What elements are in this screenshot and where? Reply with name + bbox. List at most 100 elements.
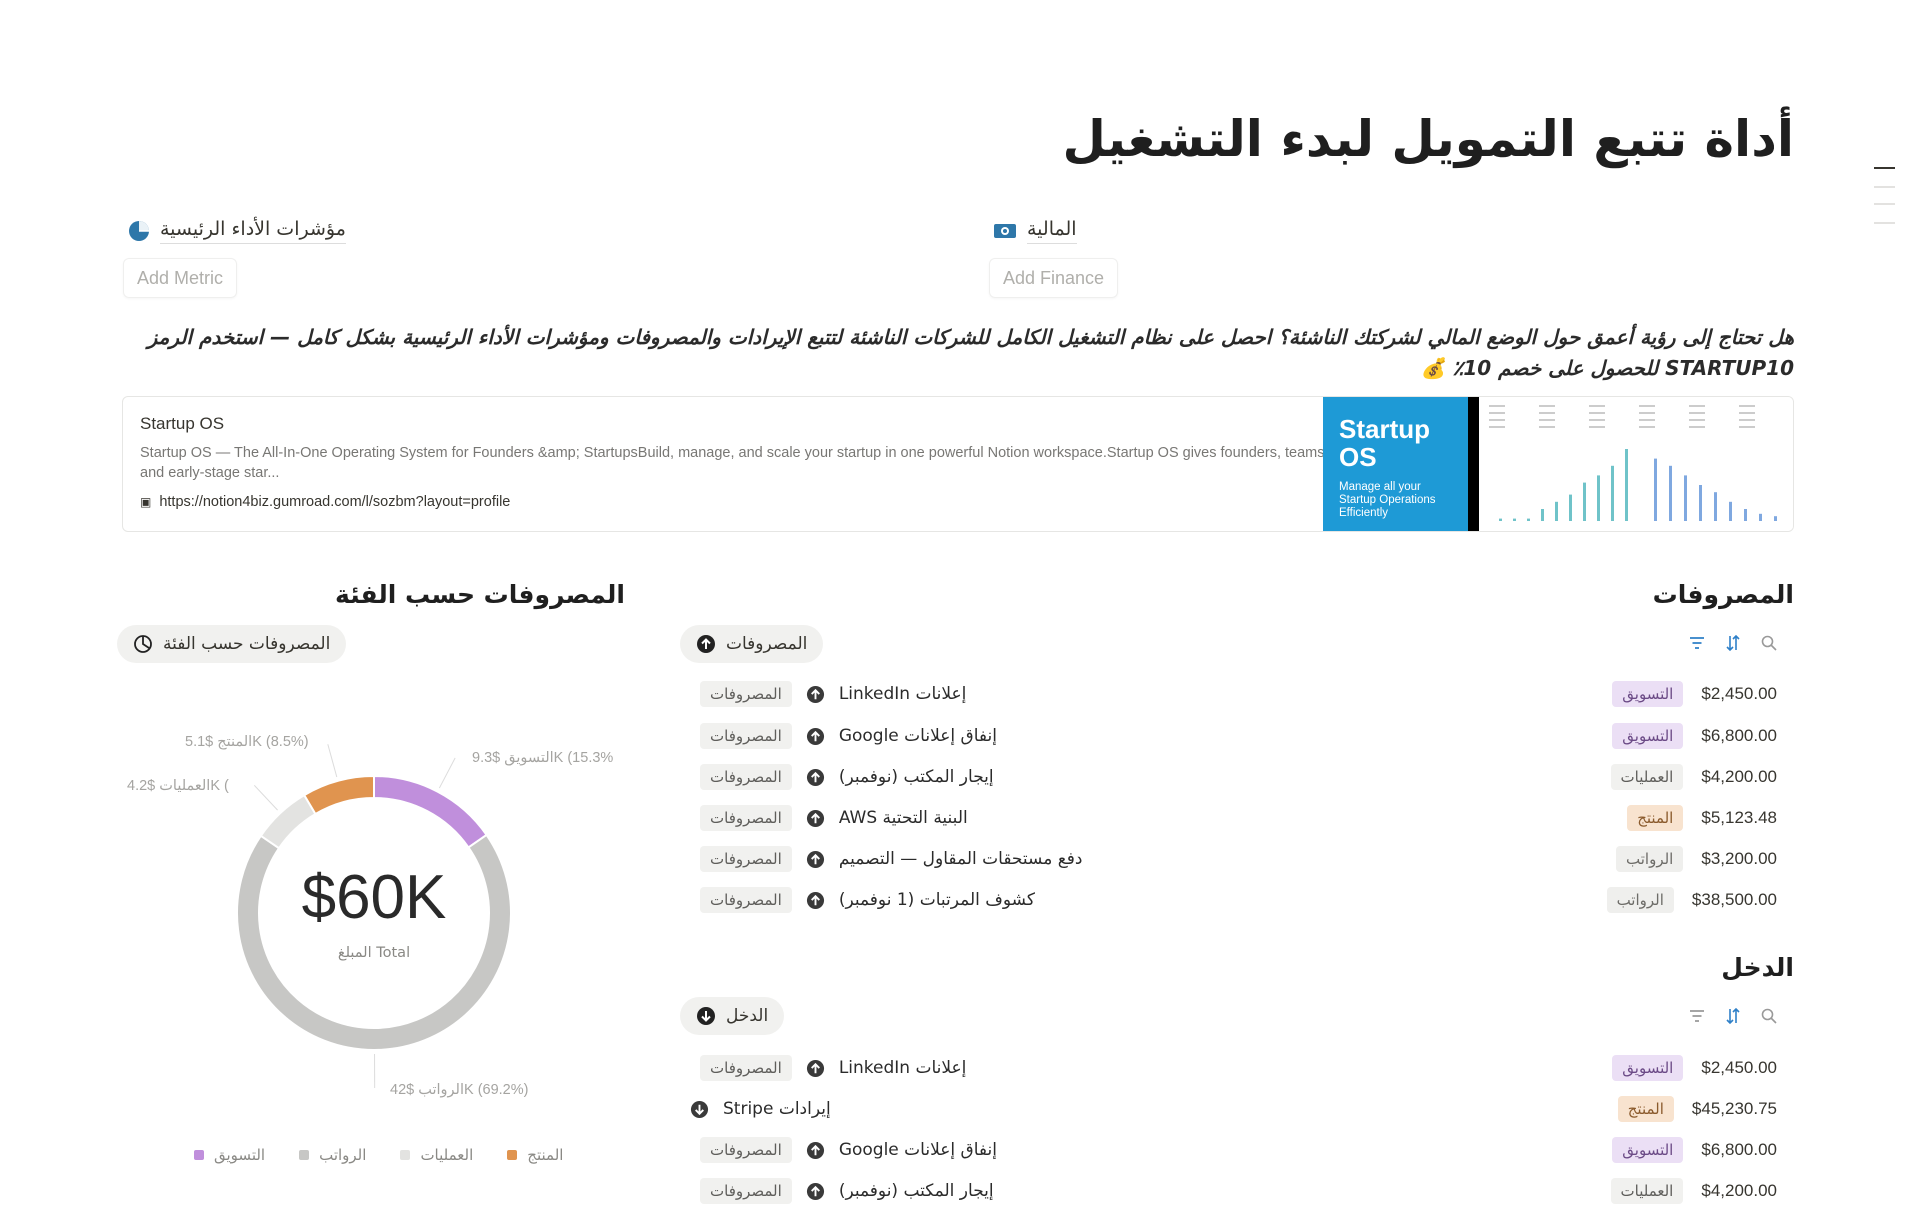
item-name[interactable]: كشوف المرتبات (1 نوفمبر) bbox=[839, 890, 1035, 910]
legend-item[interactable]: التسويق bbox=[194, 1146, 265, 1164]
amount: $3,200.00 bbox=[1701, 849, 1777, 869]
amount: $5,123.48 bbox=[1701, 808, 1777, 828]
thumb-subtitle: Manage all your Startup Operations Effic… bbox=[1339, 481, 1452, 520]
legend-swatch bbox=[400, 1150, 410, 1160]
legend-swatch bbox=[507, 1150, 517, 1160]
income-view-tab[interactable]: الدخل bbox=[680, 997, 784, 1035]
search-icon[interactable] bbox=[1760, 634, 1778, 652]
expenses-view-tab[interactable]: المصروفات bbox=[680, 625, 823, 663]
item-name[interactable]: إعلانات LinkedIn bbox=[839, 1058, 967, 1078]
chart-legend: التسويق الرواتب العمليات المنتج bbox=[194, 1146, 563, 1164]
thumb-bar bbox=[1759, 514, 1762, 521]
category-tag: المنتج bbox=[1618, 1096, 1674, 1122]
category-tag: العمليات bbox=[1611, 764, 1684, 790]
arrow-up-circle-icon bbox=[806, 768, 825, 787]
bookmark-card[interactable]: Startup OS Startup OS — The All-In-One O… bbox=[122, 396, 1794, 532]
type-tag: المصروفات bbox=[700, 764, 792, 790]
amount: $2,450.00 bbox=[1701, 684, 1777, 704]
chart-view-tab[interactable]: المصروفات حسب الفئة bbox=[117, 625, 346, 663]
type-tag: المصروفات bbox=[700, 805, 792, 831]
donut-slice[interactable] bbox=[304, 776, 374, 814]
item-name[interactable]: إيرادات Stripe bbox=[723, 1099, 831, 1119]
thumb-bar bbox=[1684, 475, 1687, 521]
filter-icon[interactable] bbox=[1688, 634, 1706, 652]
expenses-view-label: المصروفات bbox=[726, 634, 807, 654]
promo-text: هل تحتاج إلى رؤية أعمق حول الوضع المالي … bbox=[128, 322, 1794, 384]
item-name[interactable]: البنية التحتية AWS bbox=[839, 808, 968, 828]
legend-item[interactable]: العمليات bbox=[400, 1146, 473, 1164]
bookmark-thumbnail: Startup OS Manage all your Startup Operat… bbox=[1323, 397, 1794, 532]
link-kpi[interactable]: مؤشرات الأداء الرئيسية bbox=[128, 218, 346, 244]
donut-slice[interactable] bbox=[374, 776, 487, 847]
link-kpi-label[interactable]: مؤشرات الأداء الرئيسية bbox=[160, 218, 346, 244]
type-tag: المصروفات bbox=[700, 1137, 792, 1163]
toc-line[interactable] bbox=[1874, 167, 1895, 169]
legend-label: العمليات bbox=[420, 1146, 473, 1164]
amount: $45,230.75 bbox=[1692, 1099, 1777, 1119]
arrow-up-circle-icon bbox=[806, 1141, 825, 1160]
item-name[interactable]: دفع مستحقات المقاول — التصميم bbox=[839, 849, 1083, 869]
money-icon bbox=[993, 222, 1017, 240]
item-name[interactable]: إعلانات LinkedIn bbox=[839, 684, 967, 704]
thumb-bar bbox=[1513, 519, 1516, 521]
item-name[interactable]: إنفاق إعلانات Google bbox=[839, 726, 997, 746]
list-item[interactable]: إيرادات Stripe المنتج $45,230.75 bbox=[690, 1092, 1777, 1126]
add-metric-button[interactable]: Add Metric bbox=[123, 258, 237, 298]
thumb-bar bbox=[1499, 519, 1502, 521]
thumb-screenshot bbox=[1479, 397, 1794, 532]
filter-icon[interactable] bbox=[1688, 1007, 1706, 1025]
item-name[interactable]: إيجار المكتب (نوفمبر) bbox=[839, 1181, 994, 1201]
thumb-bar bbox=[1714, 492, 1717, 521]
donut-slice[interactable] bbox=[261, 795, 316, 848]
arrow-up-circle-icon bbox=[806, 1182, 825, 1201]
expenses-toolbar bbox=[1688, 634, 1778, 652]
type-tag: المصروفات bbox=[700, 846, 792, 872]
amount: $38,500.00 bbox=[1692, 890, 1777, 910]
bookmark-title: Startup OS bbox=[140, 414, 224, 434]
legend-item[interactable]: الرواتب bbox=[299, 1146, 366, 1164]
search-icon[interactable] bbox=[1760, 1007, 1778, 1025]
sort-icon[interactable] bbox=[1724, 1007, 1742, 1025]
amount: $2,450.00 bbox=[1701, 1058, 1777, 1078]
toc-line[interactable] bbox=[1874, 222, 1895, 224]
income-toolbar bbox=[1688, 1007, 1778, 1025]
category-tag: العمليات bbox=[1611, 1178, 1684, 1204]
list-item[interactable]: المصروفات إيجار المكتب (نوفمبر) العمليات $… bbox=[700, 760, 1777, 794]
item-name[interactable]: إنفاق إعلانات Google bbox=[839, 1140, 997, 1160]
income-heading: الدخل bbox=[1721, 953, 1794, 982]
legend-label: التسويق bbox=[214, 1146, 265, 1164]
legend-item[interactable]: المنتج bbox=[507, 1146, 563, 1164]
type-tag: المصروفات bbox=[700, 1178, 792, 1204]
arrow-up-circle-icon bbox=[696, 634, 716, 654]
add-finance-button[interactable]: Add Finance bbox=[989, 258, 1118, 298]
toc-line[interactable] bbox=[1874, 186, 1895, 188]
type-tag: المصروفات bbox=[700, 887, 792, 913]
arrow-down-circle-icon bbox=[690, 1100, 709, 1119]
sort-icon[interactable] bbox=[1724, 634, 1742, 652]
arrow-up-circle-icon bbox=[806, 850, 825, 869]
category-tag: التسويق bbox=[1612, 681, 1683, 707]
link-finance[interactable]: المالية bbox=[993, 218, 1077, 244]
toc-line[interactable] bbox=[1874, 203, 1895, 205]
amount: $6,800.00 bbox=[1701, 1140, 1777, 1160]
thumb-bar bbox=[1744, 509, 1747, 521]
link-icon: ▣ bbox=[140, 495, 151, 509]
thumb-bar bbox=[1729, 502, 1732, 521]
thumb-title: Startup OS bbox=[1339, 415, 1452, 471]
amount: $6,800.00 bbox=[1701, 726, 1777, 746]
leader-line bbox=[328, 744, 337, 777]
item-name[interactable]: إيجار المكتب (نوفمبر) bbox=[839, 767, 994, 787]
income-view-label: الدخل bbox=[726, 1006, 768, 1026]
chart-view-label: المصروفات حسب الفئة bbox=[163, 634, 330, 654]
arrow-up-circle-icon bbox=[806, 685, 825, 704]
amount: $4,200.00 bbox=[1701, 767, 1777, 787]
link-finance-label[interactable]: المالية bbox=[1027, 218, 1077, 244]
